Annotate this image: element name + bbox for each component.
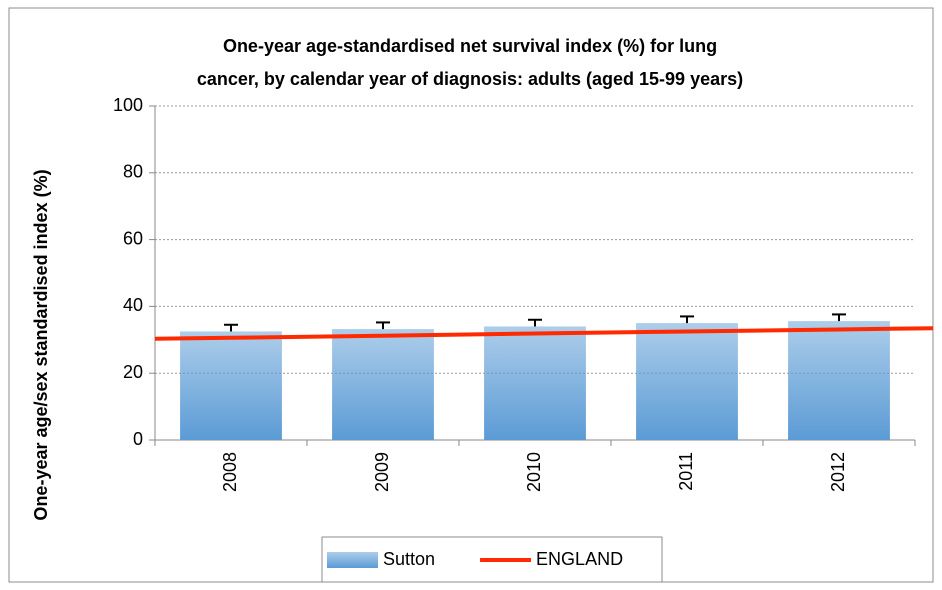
bar	[332, 329, 434, 440]
line	[230, 327, 840, 340]
error-bar	[224, 323, 238, 332]
x-tick-label: 2009	[372, 452, 392, 492]
x-tick-label: 2010	[524, 452, 544, 492]
y-tick-label: 80	[123, 162, 143, 182]
legend-label: ENGLAND	[536, 549, 623, 569]
legend-label: Sutton	[383, 549, 435, 569]
bar	[788, 321, 890, 440]
bar	[180, 331, 282, 440]
error-bar	[376, 321, 390, 330]
y-tick-label: 100	[113, 95, 143, 115]
y-tick-label: 40	[123, 295, 143, 315]
bar	[484, 326, 586, 440]
legend-swatch	[327, 552, 378, 568]
error-bar	[528, 318, 542, 327]
y-axis-label: One-year age/sex standardised index (%)	[31, 169, 51, 520]
x-tick-label: 2011	[676, 452, 696, 491]
y-tick-label: 60	[123, 228, 143, 248]
y-tick-label: 0	[133, 429, 143, 449]
line-extension	[154, 335, 232, 341]
bar	[636, 323, 738, 440]
x-tick-label: 2012	[828, 452, 848, 492]
x-tick-label: 2008	[220, 452, 240, 492]
chart-title: One-year age-standardised net survival i…	[223, 36, 717, 56]
chart-title: cancer, by calendar year of diagnosis: a…	[197, 69, 743, 89]
error-bar	[680, 315, 694, 324]
y-tick-label: 20	[123, 362, 143, 382]
chart-border	[8, 7, 934, 583]
error-bar	[832, 313, 846, 322]
line-extension	[838, 326, 934, 332]
